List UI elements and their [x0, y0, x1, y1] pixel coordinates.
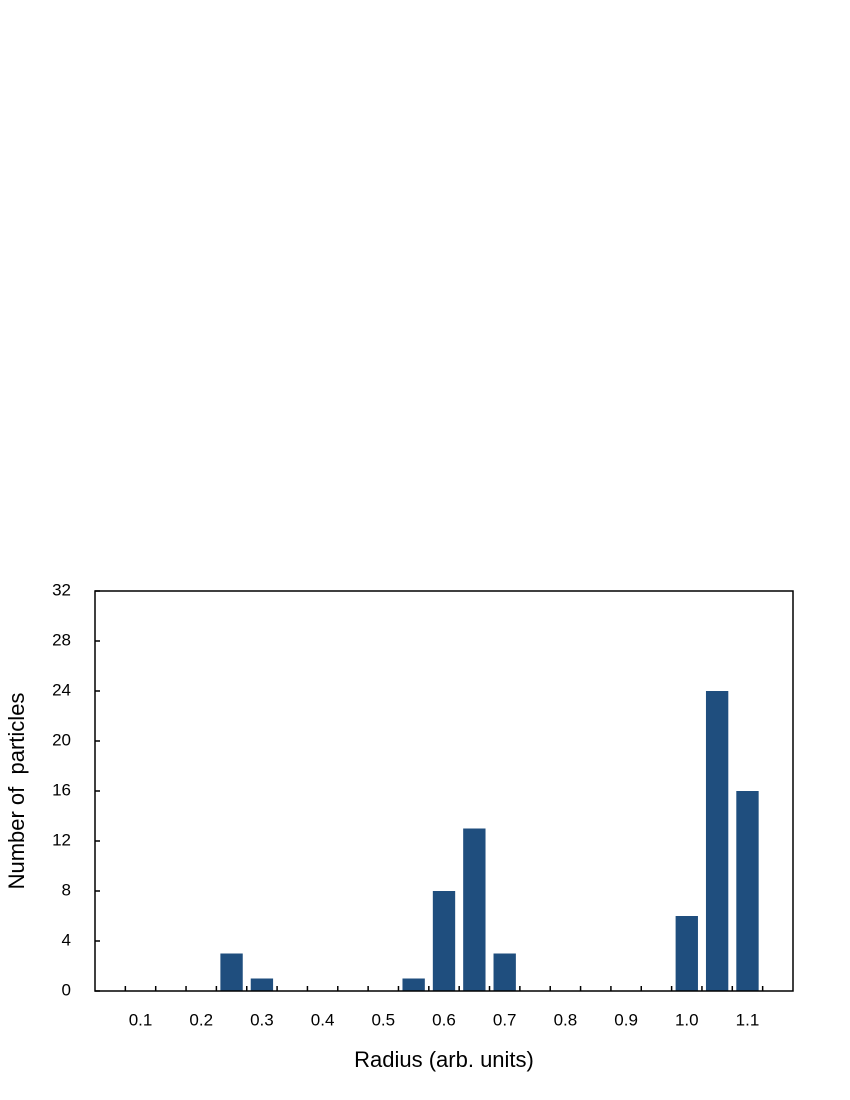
x-tick-label: 0.1	[129, 1010, 153, 1029]
y-tick-label: 32	[52, 580, 71, 599]
y-tick-label: 0	[62, 980, 71, 999]
y-tick-label: 20	[52, 730, 71, 749]
bar	[432, 891, 456, 991]
bar	[463, 828, 486, 991]
bar	[250, 978, 274, 991]
bar	[402, 978, 425, 991]
y-tick-label: 4	[62, 930, 71, 949]
plot-frame	[94, 590, 794, 992]
x-tick-label: 1.0	[675, 1010, 699, 1029]
x-tick-label: 0.3	[250, 1010, 274, 1029]
x-tick-label: 1.1	[736, 1010, 760, 1029]
bar	[736, 791, 759, 991]
y-tick-label: 12	[52, 830, 71, 849]
x-tick-label: 0.9	[614, 1010, 638, 1029]
y-tick-label: 24	[52, 680, 71, 699]
x-axis-title: Radius (arb. units)	[354, 1047, 534, 1072]
bar	[705, 691, 729, 991]
x-tick-label: 0.8	[554, 1010, 578, 1029]
x-tick-label: 0.2	[189, 1010, 213, 1029]
bar	[220, 953, 243, 991]
y-axis-title: Number of particles	[4, 693, 29, 890]
x-tick-label: 0.7	[493, 1010, 517, 1029]
y-tick-label: 8	[62, 880, 71, 899]
x-tick-label: 0.4	[311, 1010, 335, 1029]
y-tick-label: 28	[52, 630, 71, 649]
bar	[675, 916, 698, 991]
x-tick-label: 0.6	[432, 1010, 456, 1029]
y-tick-label: 16	[52, 780, 71, 799]
x-tick-label: 0.5	[371, 1010, 395, 1029]
bar	[493, 953, 516, 991]
